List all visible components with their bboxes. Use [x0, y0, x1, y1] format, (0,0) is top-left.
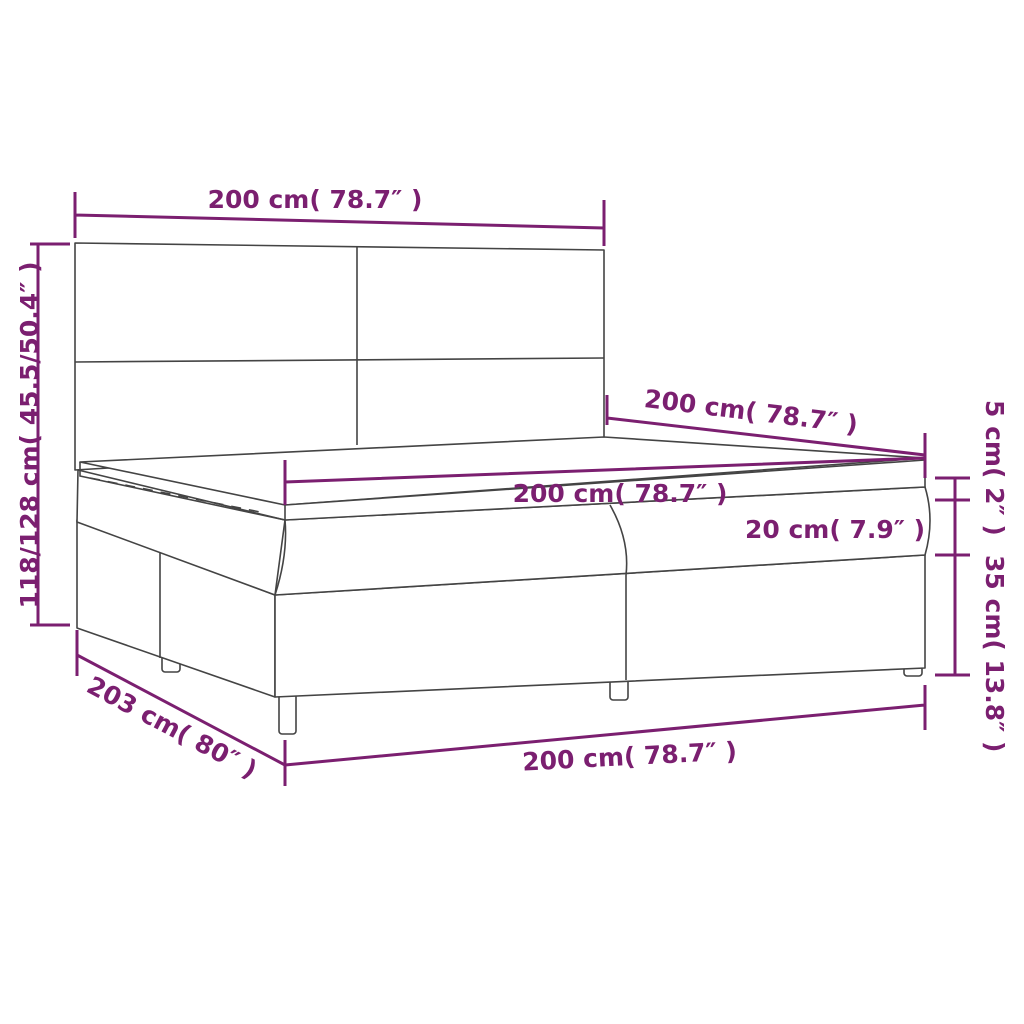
headboard-height-label: 118/128 cm( 45.5/50.4″ ): [15, 262, 44, 609]
width-bottom-label: 200 cm( 78.7″ ): [522, 736, 738, 776]
mattress-front: [274, 486, 931, 596]
mattress-height-label: 20 cm( 7.9″ ): [745, 515, 925, 544]
mattress-width-label: 200 cm( 78.7″ ): [513, 479, 728, 508]
length-side-label: 203 cm( 80″ ): [82, 671, 262, 785]
depth-top-label: 200 cm( 78.7″ ): [643, 384, 860, 439]
dimension-lines: [30, 192, 970, 786]
headboard: [74, 242, 605, 471]
headboard-divider-h: [74, 357, 605, 363]
topper-height-label: 5 cm( 2″ ): [980, 400, 1009, 536]
bed-drawing: [74, 242, 931, 735]
base-height-label: 35 cm( 13.8″ ): [980, 555, 1009, 752]
headboard-width-label: 200 cm( 78.7″ ): [208, 185, 423, 214]
topper-front: [284, 459, 926, 521]
